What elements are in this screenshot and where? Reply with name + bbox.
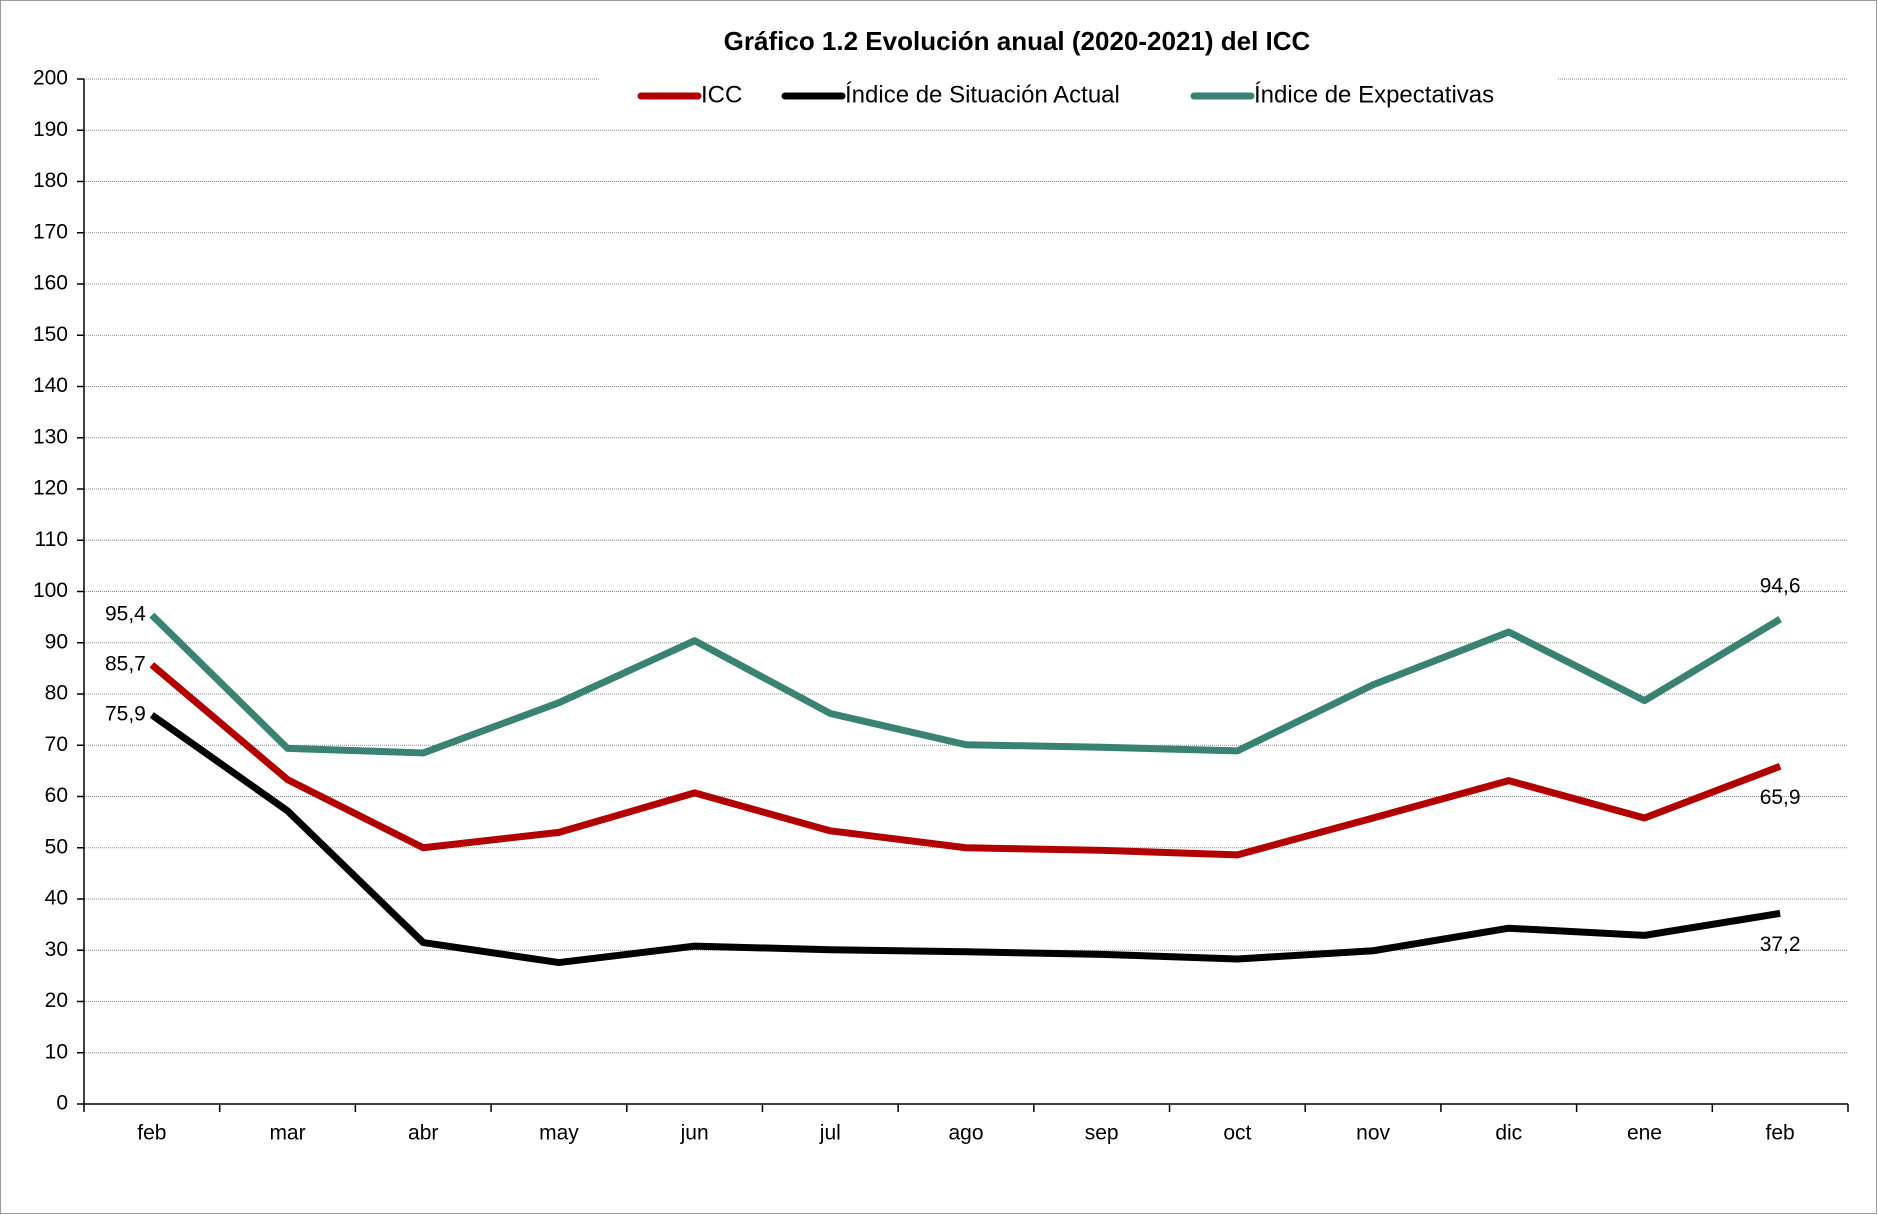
x-tick-label: jun	[680, 1122, 709, 1145]
y-tick-label: 70	[45, 733, 68, 756]
data-label: 65,9	[1760, 786, 1801, 809]
y-tick-label: 100	[33, 579, 68, 602]
y-tick-label: 160	[33, 272, 68, 295]
y-tick-label: 50	[45, 835, 68, 858]
data-label: 75,9	[105, 703, 146, 726]
y-tick-label: 30	[45, 938, 68, 961]
legend-label: ICC	[701, 81, 742, 108]
x-tick-label: feb	[137, 1122, 166, 1145]
chart-title: Gráfico 1.2 Evolución anual (2020-2021) …	[724, 26, 1311, 56]
x-tick-label: ago	[948, 1122, 983, 1145]
series-line	[149, 612, 1782, 757]
y-tick-label: 20	[45, 989, 68, 1012]
series-line	[149, 712, 1781, 967]
x-tick-label: nov	[1356, 1122, 1390, 1145]
data-label: 37,2	[1760, 933, 1801, 956]
data-label: 94,6	[1760, 575, 1801, 598]
y-tick-label: 130	[33, 425, 68, 448]
x-tick-label: abr	[408, 1122, 438, 1145]
y-tick-label: 200	[33, 67, 68, 90]
y-tick-label: 80	[45, 682, 68, 705]
y-tick-label: 180	[33, 169, 68, 192]
y-tick-label: 10	[45, 1040, 68, 1063]
y-tick-label: 40	[45, 887, 68, 910]
legend-background	[599, 72, 1557, 116]
x-tick-label: ene	[1627, 1122, 1662, 1145]
x-tick-label: may	[539, 1122, 579, 1145]
x-tick-label: mar	[269, 1122, 305, 1145]
data-label: 85,7	[105, 652, 146, 675]
y-tick-label: 60	[45, 784, 68, 807]
y-tick-label: 150	[33, 323, 68, 346]
y-tick-label: 170	[33, 220, 68, 243]
legend-label: Índice de Expectativas	[1254, 81, 1494, 108]
legend-label: Índice de Situación Actual	[845, 81, 1120, 108]
x-tick-label: feb	[1766, 1122, 1795, 1145]
y-tick-label: 190	[33, 118, 68, 141]
x-tick-label: dic	[1495, 1122, 1522, 1145]
y-tick-label: 110	[35, 528, 68, 551]
y-tick-label: 120	[33, 477, 68, 500]
x-tick-label: sep	[1085, 1122, 1119, 1145]
y-tick-label: 140	[33, 374, 68, 397]
y-tick-label: 0	[56, 1092, 68, 1115]
data-label: 95,4	[105, 603, 146, 626]
x-tick-label: oct	[1223, 1122, 1251, 1145]
series-line	[149, 662, 1782, 859]
x-tick-label: jul	[819, 1122, 841, 1145]
y-tick-label: 90	[45, 630, 68, 653]
